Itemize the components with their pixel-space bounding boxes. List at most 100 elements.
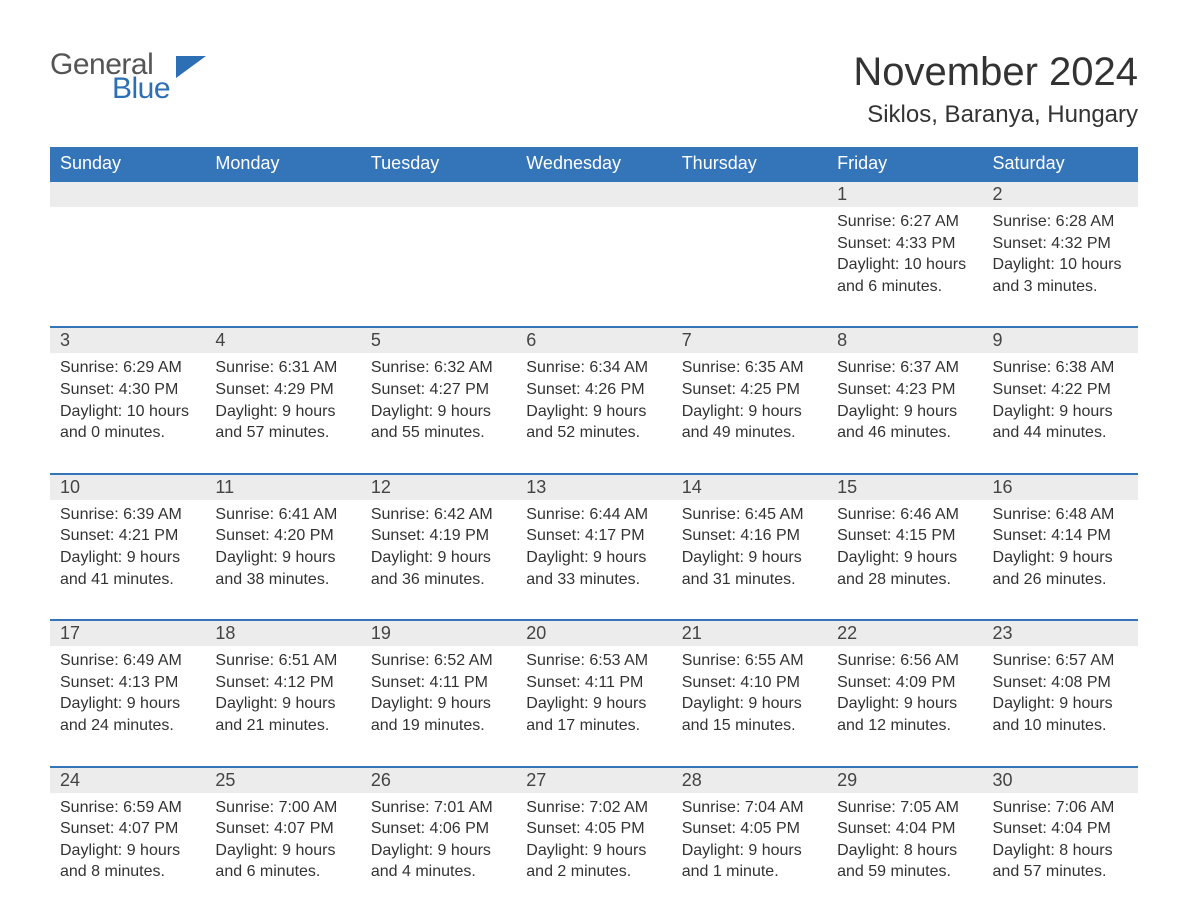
day-info: Sunrise: 6:37 AMSunset: 4:23 PMDaylight:…: [827, 353, 982, 445]
daylight-label: Daylight:: [60, 403, 127, 420]
empty-cell: [50, 181, 205, 207]
day-info: Sunrise: 6:56 AMSunset: 4:09 PMDaylight:…: [827, 646, 982, 738]
logo-text-blue: Blue: [112, 74, 170, 104]
sunrise-line: Sunrise: 6:31 AM: [215, 357, 350, 379]
sunrise-line: Sunrise: 7:05 AM: [837, 797, 972, 819]
daylight-line: Daylight: 9 hours and 44 minutes.: [993, 401, 1128, 444]
day-header: Wednesday: [516, 147, 671, 181]
day-number: 16: [983, 474, 1138, 500]
sunset-line: Sunset: 4:19 PM: [371, 525, 506, 547]
week-spacer: [50, 592, 1138, 620]
sunrise-label: Sunrise:: [215, 799, 278, 816]
daylight-label: Daylight:: [215, 549, 282, 566]
day-number: 26: [361, 767, 516, 793]
day-number: 9: [983, 327, 1138, 353]
sunrise-value: 6:51 AM: [279, 652, 338, 669]
sunrise-value: 6:27 AM: [900, 213, 959, 230]
daylight-label: Daylight:: [215, 695, 282, 712]
sunset-label: Sunset:: [993, 820, 1052, 837]
sunset-value: 4:19 PM: [430, 527, 490, 544]
sunrise-value: 6:45 AM: [745, 506, 804, 523]
spacer-cell: [50, 446, 1138, 474]
sunset-line: Sunset: 4:30 PM: [60, 379, 195, 401]
day-number-row: 17181920212223: [50, 620, 1138, 646]
sunrise-label: Sunrise:: [215, 506, 278, 523]
calendar-table: SundayMondayTuesdayWednesdayThursdayFrid…: [50, 147, 1138, 885]
day-number: 13: [516, 474, 671, 500]
week-spacer: [50, 739, 1138, 767]
daylight-label: Daylight:: [60, 695, 127, 712]
sunset-value: 4:26 PM: [585, 381, 645, 398]
day-info-row: Sunrise: 6:49 AM Sunset: 4:13 PM Daylight:…: [50, 646, 1138, 738]
sunset-label: Sunset:: [526, 820, 585, 837]
daylight-line: Daylight: 9 hours and 12 minutes.: [837, 693, 972, 736]
empty-cell: [672, 181, 827, 207]
day-info: Sunrise: 6:45 AMSunset: 4:16 PMDaylight:…: [672, 500, 827, 592]
sunset-label: Sunset:: [682, 820, 741, 837]
sunrise-value: 6:41 AM: [279, 506, 338, 523]
sunset-value: 4:07 PM: [274, 820, 334, 837]
sunset-label: Sunset:: [371, 527, 430, 544]
sunrise-line: Sunrise: 6:59 AM: [60, 797, 195, 819]
sunrise-value: 6:29 AM: [123, 359, 182, 376]
daylight-line: Daylight: 8 hours and 59 minutes.: [837, 840, 972, 883]
sunset-label: Sunset:: [526, 674, 585, 691]
daylight-line: Daylight: 9 hours and 41 minutes.: [60, 547, 195, 590]
sunrise-value: 6:49 AM: [123, 652, 182, 669]
sunset-label: Sunset:: [993, 527, 1052, 544]
day-info-row: Sunrise: 6:29 AMSunset: 4:30 PMDaylight:…: [50, 353, 1138, 445]
day-number: 2: [983, 181, 1138, 207]
day-info: Sunrise: 7:05 AMSunset: 4:04 PMDaylight:…: [827, 793, 982, 885]
sunrise-label: Sunrise:: [60, 506, 123, 523]
daylight-label: Daylight:: [371, 403, 438, 420]
sunset-value: 4:27 PM: [430, 381, 490, 398]
sunset-line: Sunset: 4:29 PM: [215, 379, 350, 401]
day-info: Sunrise: 6:28 AMSunset: 4:32 PMDaylight:…: [983, 207, 1138, 299]
daylight-line: Daylight: 9 hours and 24 minutes.: [60, 693, 195, 736]
daylight-label: Daylight:: [215, 842, 282, 859]
day-info: Sunrise: 6:55 AMSunset: 4:10 PMDaylight:…: [672, 646, 827, 738]
sunrise-line: Sunrise: 6:39 AM: [60, 504, 195, 526]
daylight-line: Daylight: 9 hours and 52 minutes.: [526, 401, 661, 444]
day-header-row: SundayMondayTuesdayWednesdayThursdayFrid…: [50, 147, 1138, 181]
sunrise-line: Sunrise: 6:46 AM: [837, 504, 972, 526]
sunset-value: 4:04 PM: [896, 820, 956, 837]
daylight-line: Daylight: 9 hours and 26 minutes.: [993, 547, 1128, 590]
sunset-line: Sunset: 4:33 PM: [837, 233, 972, 255]
sunrise-line: Sunrise: 6:29 AM: [60, 357, 195, 379]
daylight-line: Daylight: 9 hours and 6 minutes.: [215, 840, 350, 883]
daylight-line: Daylight: 9 hours and 1 minute.: [682, 840, 817, 883]
sunset-value: 4:13 PM: [119, 674, 179, 691]
day-number: 12: [361, 474, 516, 500]
sunrise-label: Sunrise:: [526, 652, 589, 669]
daylight-line: Daylight: 10 hours and 3 minutes.: [993, 254, 1128, 297]
sunrise-value: 7:02 AM: [589, 799, 648, 816]
sunrise-label: Sunrise:: [993, 506, 1056, 523]
sunrise-label: Sunrise:: [837, 359, 900, 376]
sunset-line: Sunset: 4:10 PM: [682, 672, 817, 694]
sunset-value: 4:29 PM: [274, 381, 334, 398]
sunset-label: Sunset:: [526, 527, 585, 544]
sunset-label: Sunset:: [371, 674, 430, 691]
day-number: 17: [50, 620, 205, 646]
sunrise-label: Sunrise:: [993, 359, 1056, 376]
sunrise-line: Sunrise: 7:04 AM: [682, 797, 817, 819]
sunset-value: 4:04 PM: [1051, 820, 1111, 837]
daylight-line: Daylight: 9 hours and 38 minutes.: [215, 547, 350, 590]
sunrise-label: Sunrise:: [682, 359, 745, 376]
sunrise-label: Sunrise:: [526, 359, 589, 376]
sunset-line: Sunset: 4:25 PM: [682, 379, 817, 401]
sunset-line: Sunset: 4:32 PM: [993, 233, 1128, 255]
week-spacer: [50, 299, 1138, 327]
daylight-line: Daylight: 9 hours and 28 minutes.: [837, 547, 972, 590]
sunrise-value: 6:34 AM: [589, 359, 648, 376]
day-info-row: Sunrise: 6:59 AM Sunset: 4:07 PM Daylight:…: [50, 793, 1138, 885]
day-info: Sunrise: 7:01 AMSunset: 4:06 PMDaylight:…: [361, 793, 516, 885]
sunrise-value: 6:56 AM: [900, 652, 959, 669]
day-number: 28: [672, 767, 827, 793]
sunrise-label: Sunrise:: [371, 506, 434, 523]
sunrise-label: Sunrise:: [526, 799, 589, 816]
sunrise-line: Sunrise: 6:56 AM: [837, 650, 972, 672]
day-number: 29: [827, 767, 982, 793]
sunset-value: 4:25 PM: [740, 381, 800, 398]
